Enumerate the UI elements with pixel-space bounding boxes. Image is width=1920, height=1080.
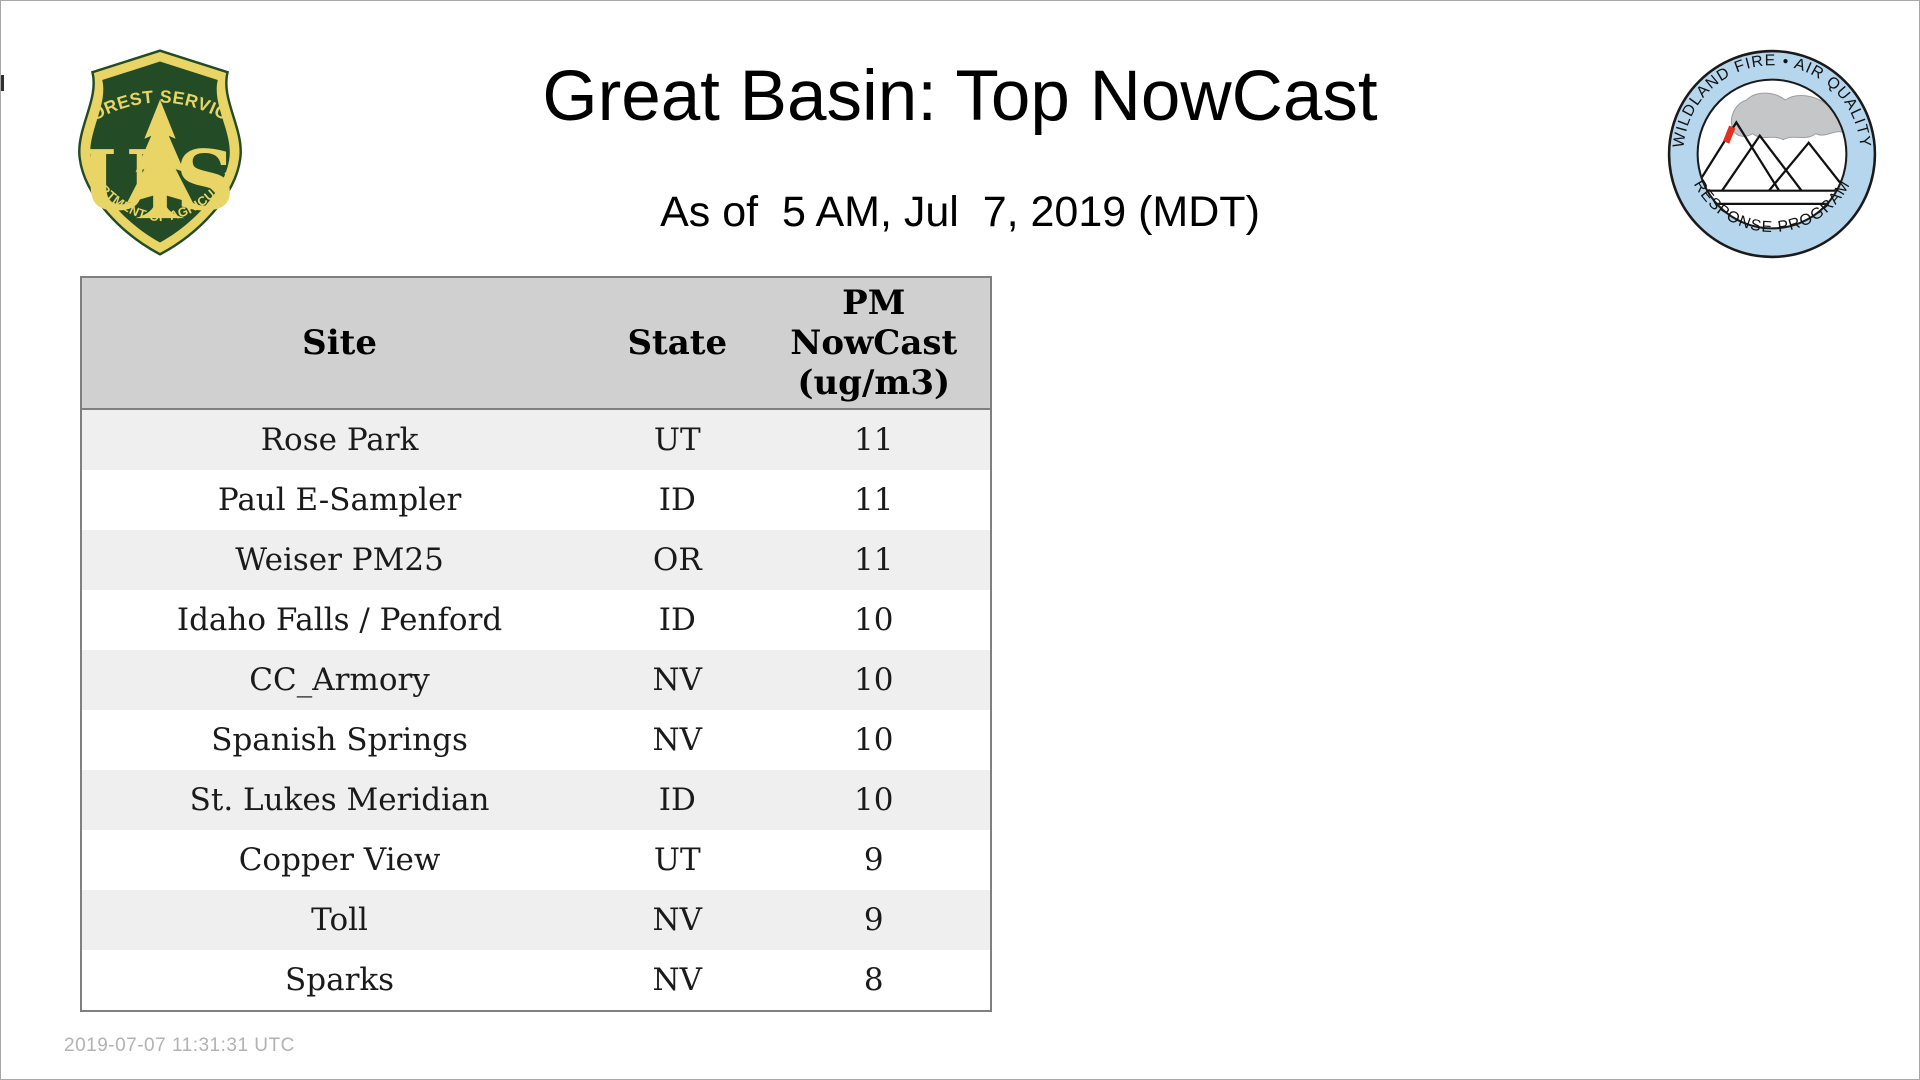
- flame-icon: [1723, 125, 1736, 144]
- table-row: Rose Park UT 11: [81, 409, 991, 470]
- nowcast-cell: 10: [854, 602, 894, 638]
- nowcast-cell: 9: [863, 902, 884, 938]
- col-header-state: State: [597, 277, 758, 410]
- wfaqrp-logo: WILDLAND FIRE • AIR QUALITY RESPONSE PRO…: [1667, 49, 1877, 259]
- nowcast-cell: 11: [854, 542, 894, 578]
- site-cell: Spanish Springs: [211, 722, 468, 758]
- state-cell: UT: [653, 422, 701, 458]
- pine-tree-icon: [126, 99, 194, 219]
- state-cell: OR: [652, 542, 702, 578]
- shield-letter-s: S: [175, 133, 234, 229]
- site-cell: Sparks: [285, 962, 395, 998]
- generation-timestamp: 2019-07-07 11:31:31 UTC: [64, 1035, 295, 1056]
- state-cell: NV: [652, 962, 703, 998]
- table-row: Paul E-Sampler ID 11: [81, 470, 991, 530]
- site-cell: St. Lukes Meridian: [189, 782, 490, 818]
- usfs-logo: FOREST SERVICE U S DEPARTMENT OF AGRICUL…: [67, 45, 242, 256]
- screen-edge-artifact: [1, 75, 4, 91]
- state-cell: NV: [652, 902, 703, 938]
- state-cell: ID: [658, 482, 696, 518]
- table-row: Toll NV 9: [81, 890, 991, 950]
- nowcast-cell: 10: [854, 782, 894, 818]
- table-row: St. Lukes Meridian ID 10: [81, 770, 991, 830]
- table-row: Weiser PM25 OR 11: [81, 530, 991, 590]
- site-cell: Idaho Falls / Penford: [176, 602, 503, 638]
- nowcast-table: Site State PM NowCast (ug/m3) Rose Park U…: [80, 276, 992, 1012]
- mountains-icon: [1698, 120, 1846, 206]
- table-row: Sparks NV 8: [81, 950, 991, 1011]
- site-cell: Paul E-Sampler: [217, 482, 462, 518]
- state-cell: UT: [653, 842, 701, 878]
- nowcast-cell: 10: [854, 722, 894, 758]
- col-header-nowcast: PM NowCast (ug/m3): [757, 277, 991, 410]
- nowcast-cell: 9: [863, 842, 884, 878]
- table-header-row: Site State PM NowCast (ug/m3): [81, 277, 991, 410]
- state-cell: NV: [652, 722, 703, 758]
- nowcast-cell: 11: [854, 482, 894, 518]
- table-row: CC_Armory NV 10: [81, 650, 991, 710]
- nowcast-cell: 10: [854, 662, 894, 698]
- state-cell: NV: [652, 662, 703, 698]
- table-header: Site State PM NowCast (ug/m3): [81, 277, 991, 410]
- site-cell: Toll: [311, 902, 368, 938]
- table-body: Rose Park UT 11 Paul E-Sampler ID 11 Weiser PM…: [81, 409, 991, 1011]
- table-row: Spanish Springs NV 10: [81, 710, 991, 770]
- site-cell: Rose Park: [260, 422, 419, 458]
- site-cell: Weiser PM25: [235, 542, 444, 578]
- page-title: Great Basin: Top NowCast: [542, 57, 1378, 136]
- site-cell: Copper View: [238, 842, 441, 878]
- site-cell: CC_Armory: [249, 662, 430, 698]
- table-row: Idaho Falls / Penford ID 10: [81, 590, 991, 650]
- nowcast-cell: 8: [863, 962, 884, 998]
- state-cell: ID: [658, 782, 696, 818]
- nowcast-cell: 11: [854, 422, 894, 458]
- state-cell: ID: [658, 602, 696, 638]
- report-datetime-subtitle: As of 5 AM, Jul 7, 2019 (MDT): [660, 188, 1260, 236]
- table-row: Copper View UT 9: [81, 830, 991, 890]
- col-header-site: Site: [81, 277, 598, 410]
